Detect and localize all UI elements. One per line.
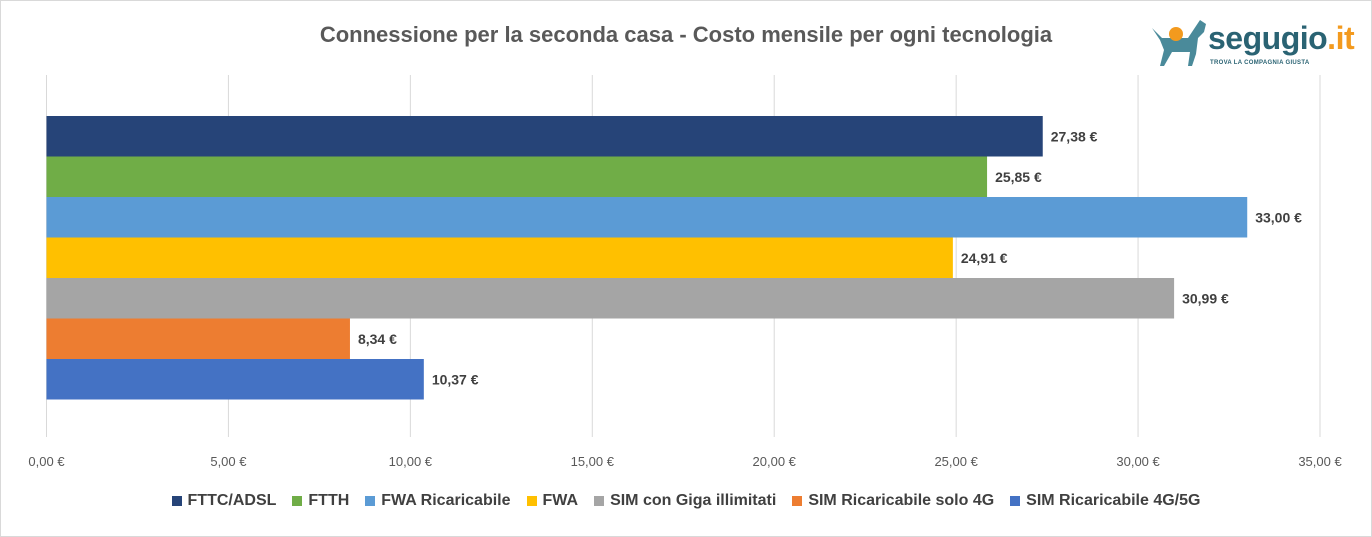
legend-item: FTTC/ADSL — [171, 492, 277, 510]
legend-item: FWA — [526, 492, 579, 510]
x-tick-label: 30,00 € — [1116, 454, 1160, 469]
data-label: 10,37 € — [432, 371, 479, 387]
dog-icon — [1152, 20, 1206, 66]
bar — [46, 237, 953, 278]
legend-swatch — [792, 496, 803, 506]
legend-swatch — [292, 496, 303, 506]
legend-item: SIM Ricaricabile 4G/5G — [1010, 492, 1200, 510]
legend-item: SIM Ricaricabile solo 4G — [792, 492, 994, 510]
legend-swatch — [526, 496, 537, 506]
logo-tagline: TROVA LA COMPAGNIA GIUSTA — [1210, 60, 1310, 66]
legend-label: FWA Ricaricabile — [381, 492, 511, 509]
data-label: 8,34 € — [358, 331, 397, 347]
legend-item: FTTH — [292, 492, 349, 510]
legend-swatch — [171, 496, 182, 506]
legend-label: FTTC/ADSL — [187, 492, 277, 509]
data-label: 24,91 € — [961, 250, 1008, 266]
legend-swatch — [594, 496, 605, 506]
bar — [46, 318, 350, 359]
x-tick-label: 0,00 € — [28, 454, 65, 469]
data-label: 33,00 € — [1255, 209, 1302, 225]
bar — [46, 359, 424, 400]
legend-label: FTTH — [308, 492, 350, 509]
legend-swatch — [365, 496, 376, 506]
x-tick-label: 5,00 € — [210, 454, 247, 469]
legend-label: SIM con Giga illimitati — [610, 492, 777, 509]
legend: FTTC/ADSL FTTH FWA Ricaricabile FWA SIM con … — [0, 492, 1372, 510]
bar — [46, 197, 1248, 238]
x-tick-label: 20,00 € — [753, 454, 797, 469]
x-tick-label: 35,00 € — [1298, 454, 1342, 469]
x-tick-label: 25,00 € — [934, 454, 978, 469]
x-tick-label: 10,00 € — [389, 454, 433, 469]
bar — [46, 116, 1043, 157]
logo-wordmark: segugio.it — [1208, 20, 1355, 56]
chart-title-text: Connessione per la seconda casa - Costo … — [319, 22, 1053, 47]
legend-label: SIM Ricaricabile solo 4G — [808, 492, 995, 509]
segugio-logo: segugio.it TROVA LA COMPAGNIA GIUSTA — [1148, 14, 1358, 74]
data-label: 25,85 € — [995, 169, 1042, 185]
legend-item: FWA Ricaricabile — [365, 492, 511, 510]
x-tick-label: 15,00 € — [571, 454, 615, 469]
legend-swatch — [1010, 496, 1021, 506]
chart-title: Connessione per la seconda casa - Costo … — [0, 22, 1372, 48]
data-label: 27,38 € — [1051, 128, 1098, 144]
bar — [46, 278, 1175, 319]
data-label: 30,99 € — [1182, 290, 1229, 306]
legend-label: FWA — [542, 492, 579, 509]
legend-item: SIM con Giga illimitati — [594, 492, 776, 510]
legend-label: SIM Ricaricabile 4G/5G — [1026, 492, 1201, 509]
bar — [46, 156, 988, 197]
